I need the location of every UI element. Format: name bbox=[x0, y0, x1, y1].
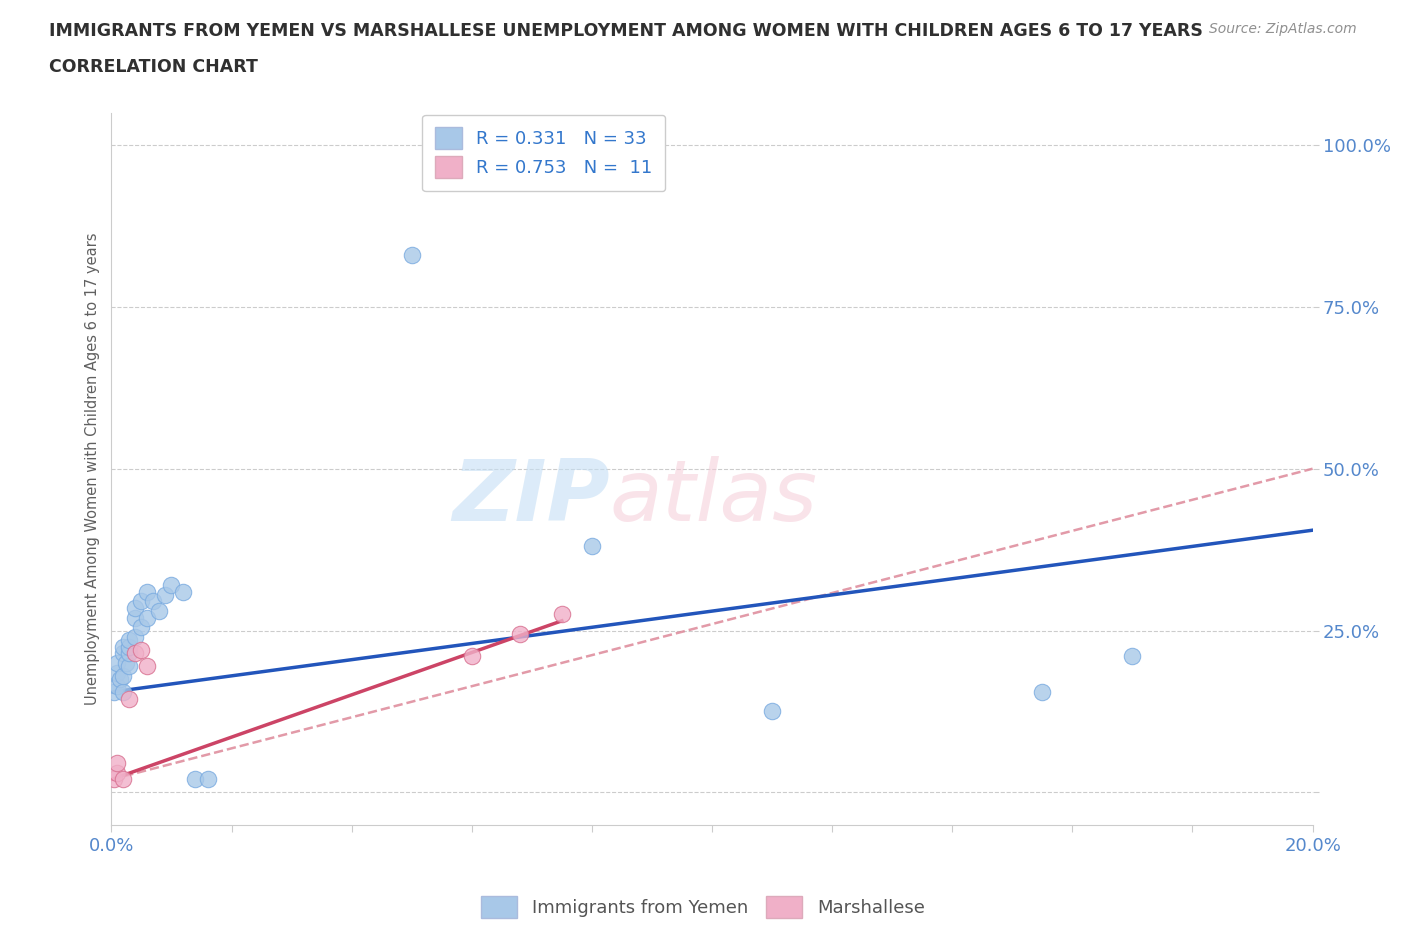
Point bbox=[142, 594, 165, 609]
Point bbox=[124, 630, 146, 644]
Point bbox=[124, 601, 146, 616]
Point bbox=[551, 607, 574, 622]
Point bbox=[107, 665, 129, 680]
Point bbox=[509, 626, 531, 641]
Point bbox=[112, 645, 135, 660]
Text: IMMIGRANTS FROM YEMEN VS MARSHALLESE UNEMPLOYMENT AMONG WOMEN WITH CHILDREN AGES: IMMIGRANTS FROM YEMEN VS MARSHALLESE UNE… bbox=[49, 22, 1204, 40]
Point bbox=[112, 684, 135, 699]
Point bbox=[581, 539, 603, 554]
Point bbox=[401, 247, 423, 262]
Point bbox=[115, 656, 138, 671]
Legend: Immigrants from Yemen, Marshallese: Immigrants from Yemen, Marshallese bbox=[474, 889, 932, 925]
Point bbox=[155, 588, 177, 603]
Legend: R = 0.331   N = 33, R = 0.753   N =  11: R = 0.331 N = 33, R = 0.753 N = 11 bbox=[422, 114, 665, 191]
Point bbox=[112, 669, 135, 684]
Point bbox=[124, 610, 146, 625]
Point bbox=[103, 684, 125, 699]
Point bbox=[172, 584, 194, 599]
Point bbox=[197, 772, 219, 787]
Point bbox=[184, 772, 207, 787]
Point bbox=[761, 704, 783, 719]
Point bbox=[461, 649, 484, 664]
Point bbox=[124, 645, 146, 660]
Point bbox=[136, 610, 159, 625]
Point bbox=[1121, 649, 1143, 664]
Point bbox=[112, 772, 135, 787]
Point bbox=[148, 604, 170, 618]
Y-axis label: Unemployment Among Women with Children Ages 6 to 17 years: Unemployment Among Women with Children A… bbox=[86, 232, 100, 705]
Point bbox=[136, 584, 159, 599]
Point bbox=[103, 772, 125, 787]
Point bbox=[160, 578, 183, 592]
Point bbox=[118, 639, 141, 654]
Point bbox=[107, 656, 129, 671]
Point bbox=[131, 594, 153, 609]
Point bbox=[118, 691, 141, 706]
Point bbox=[131, 620, 153, 635]
Text: Source: ZipAtlas.com: Source: ZipAtlas.com bbox=[1209, 22, 1357, 36]
Text: atlas: atlas bbox=[610, 456, 818, 538]
Point bbox=[1031, 684, 1053, 699]
Point bbox=[118, 645, 141, 660]
Point bbox=[107, 756, 129, 771]
Point bbox=[136, 658, 159, 673]
Point bbox=[112, 639, 135, 654]
Point bbox=[118, 658, 141, 673]
Text: CORRELATION CHART: CORRELATION CHART bbox=[49, 58, 259, 75]
Point bbox=[107, 678, 129, 693]
Point bbox=[107, 765, 129, 780]
Point bbox=[110, 671, 132, 686]
Text: ZIP: ZIP bbox=[453, 456, 610, 538]
Point bbox=[131, 643, 153, 658]
Point bbox=[118, 632, 141, 647]
